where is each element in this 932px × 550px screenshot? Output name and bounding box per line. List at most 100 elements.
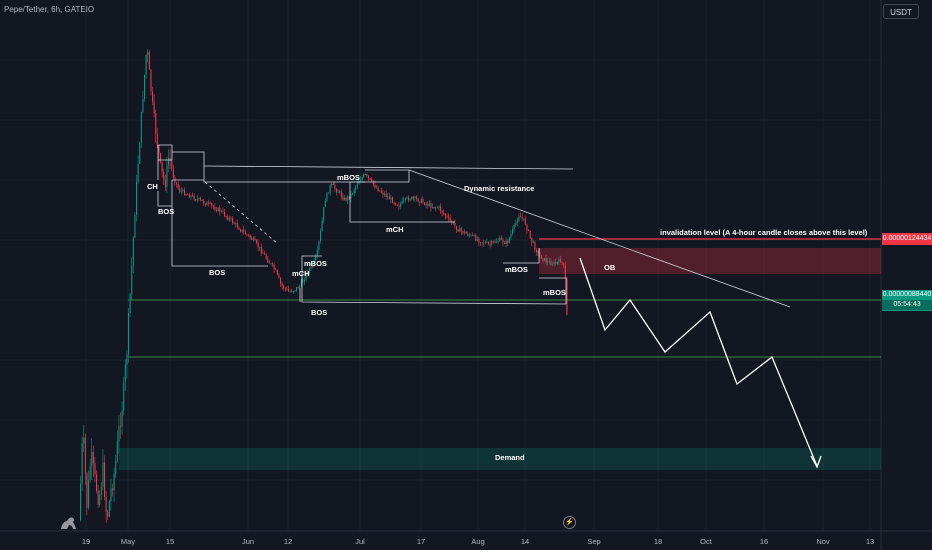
projected-path-line <box>579 257 818 467</box>
candle-body <box>316 250 318 256</box>
candle-body <box>510 233 512 238</box>
candle-body <box>537 252 539 254</box>
candle-body <box>214 207 216 210</box>
candle-body <box>236 223 238 228</box>
currency-selector[interactable]: USDT <box>883 4 919 19</box>
candle-body <box>147 51 149 55</box>
candle-body <box>230 217 232 219</box>
candle-body <box>206 202 208 206</box>
candle-body <box>195 199 197 201</box>
candle-body <box>393 202 395 204</box>
candle-body <box>305 272 307 280</box>
candle-body <box>129 293 131 314</box>
candle-body <box>203 200 205 204</box>
candle-body <box>102 462 104 487</box>
candle-body <box>137 163 139 182</box>
candle-body <box>227 216 229 220</box>
candle-body <box>545 257 547 263</box>
candle-body <box>294 290 296 292</box>
candle-body <box>310 265 312 269</box>
candle-body <box>83 437 85 444</box>
candle-body <box>523 218 525 220</box>
candle-body <box>150 69 152 92</box>
candle-body <box>273 264 275 270</box>
candle-body <box>296 287 298 291</box>
candle-body <box>246 234 248 235</box>
candle-body <box>556 261 558 264</box>
candle-body <box>257 242 259 248</box>
candle-body <box>540 255 542 259</box>
candle-body <box>115 461 117 474</box>
candle-body <box>345 197 347 201</box>
candle-body <box>100 486 102 495</box>
candle-body <box>548 261 550 263</box>
candle-body <box>379 190 381 192</box>
candle-body <box>350 194 352 199</box>
candle-body <box>547 261 549 263</box>
candle-body <box>518 216 520 222</box>
candle-body <box>390 197 392 200</box>
candle-body <box>169 157 171 161</box>
candle-body <box>435 207 437 209</box>
candle-body <box>184 189 186 196</box>
candle-body <box>462 231 464 234</box>
candle-body <box>209 202 211 204</box>
candle-body <box>560 258 562 263</box>
label-bos-1: BOS <box>158 207 174 216</box>
candle-body <box>353 190 355 194</box>
candle-body <box>422 199 424 203</box>
candle-body <box>187 194 189 196</box>
candle-body <box>436 207 438 209</box>
candle-body <box>516 221 518 223</box>
candle-body <box>272 263 274 265</box>
candle-body <box>347 196 349 201</box>
label-ob: OB <box>604 263 616 272</box>
x-tick-label: 17 <box>417 537 425 546</box>
candle-body <box>302 281 304 283</box>
candle-body <box>372 180 374 185</box>
candle-body <box>244 231 246 235</box>
candle-body <box>427 203 429 206</box>
x-tick-label: 14 <box>521 537 529 546</box>
candle-body <box>454 222 456 226</box>
invalidation-price-label: 0.00000124434 <box>882 233 932 245</box>
candle-body <box>323 207 325 221</box>
candle-body <box>440 206 442 211</box>
candle-body <box>524 218 526 225</box>
candle-body <box>182 189 184 191</box>
candle-body <box>204 203 206 206</box>
candle-body <box>278 274 280 279</box>
candle-body <box>268 262 270 264</box>
candle-body <box>121 410 123 427</box>
candle-body <box>158 145 160 154</box>
candle-body <box>489 244 491 245</box>
candle-body <box>94 463 96 475</box>
candle-body <box>496 241 498 243</box>
candle-body <box>283 285 285 289</box>
candle-body <box>344 197 346 200</box>
candle-body <box>153 101 155 114</box>
candle-body <box>364 174 366 175</box>
label-mch-1: mCH <box>292 269 310 278</box>
candle-body <box>92 451 94 464</box>
order-block-zone <box>539 248 881 274</box>
candle-body <box>163 172 165 180</box>
candle-body <box>531 237 533 243</box>
candle-body <box>505 240 507 244</box>
candle-body <box>558 258 560 262</box>
candle-body <box>104 462 106 497</box>
lightning-icon[interactable]: ⚡ <box>563 516 576 529</box>
candle-body <box>97 491 99 505</box>
candle-body <box>84 437 86 474</box>
candle-body <box>128 313 130 355</box>
candle-body <box>542 258 544 261</box>
candle-body <box>134 214 136 238</box>
candle-body <box>238 227 240 230</box>
candle-body <box>355 186 357 191</box>
candle-body <box>233 222 235 224</box>
candle-body <box>358 180 360 185</box>
candle-body <box>329 185 331 194</box>
label-ch: CH <box>147 182 158 191</box>
candle-body <box>208 202 210 204</box>
